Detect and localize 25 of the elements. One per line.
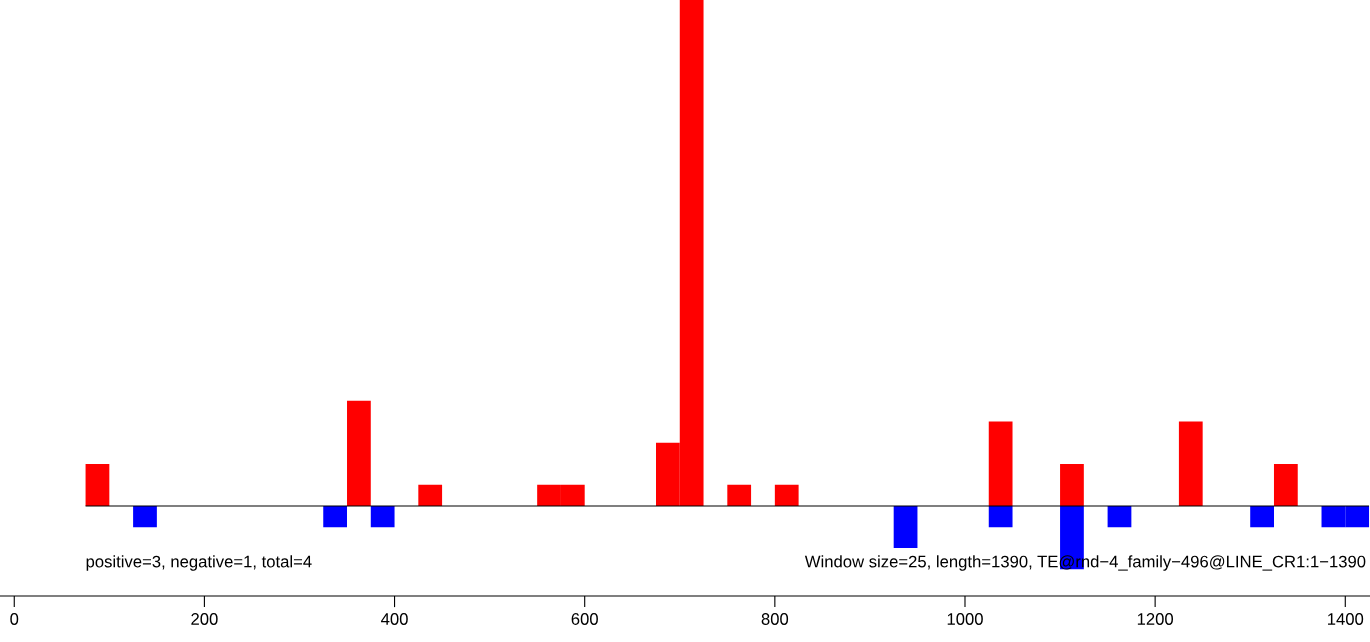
x-tick-label: 600 — [571, 613, 598, 625]
x-tick-label: 400 — [381, 613, 408, 625]
bar — [1250, 506, 1274, 528]
x-tick-label: 1000 — [947, 613, 983, 625]
x-tick-label: 800 — [761, 613, 789, 625]
bar — [347, 400, 371, 506]
bar — [323, 506, 348, 528]
annotation: positive=3, negative=1, total=4 — [86, 555, 312, 571]
bar — [988, 506, 1013, 528]
bar — [370, 506, 395, 528]
x-tick-label: 1400 — [1328, 613, 1364, 625]
bar — [1178, 421, 1203, 506]
bar — [1060, 464, 1084, 506]
bar — [774, 484, 799, 506]
x-tick-label: 200 — [191, 613, 218, 625]
bar — [1273, 464, 1298, 506]
bar — [418, 484, 443, 506]
bar — [1107, 506, 1132, 528]
x-tick-label: 0 — [10, 613, 19, 625]
bar — [85, 464, 110, 506]
x-tick-label: 1200 — [1137, 613, 1174, 625]
bar — [893, 506, 918, 548]
bar — [988, 421, 1013, 506]
bar — [727, 484, 752, 506]
bar — [133, 506, 157, 528]
